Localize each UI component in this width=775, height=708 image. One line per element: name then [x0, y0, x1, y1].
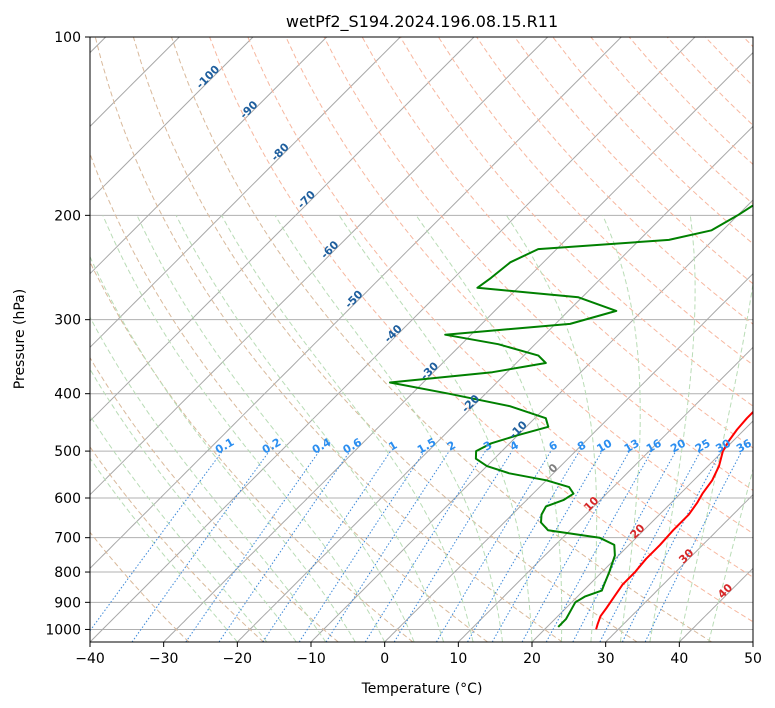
moist-adiabat [90, 255, 356, 642]
moist-adiabat [90, 316, 327, 642]
y-tick-label: 300 [54, 313, 81, 329]
y-tick-label: 700 [54, 531, 81, 547]
mixing-ratio-line [364, 450, 486, 642]
x-tick-label: 50 [744, 651, 762, 667]
x-tick-label: −10 [296, 651, 326, 667]
moist-adiabat [649, 215, 696, 642]
dry-adiabat [90, 446, 264, 642]
moist-adiabat [678, 280, 753, 642]
x-tick-label: −30 [149, 651, 179, 667]
x-axis-title: Temperature (°C) [361, 681, 483, 697]
isotherm-line [163, 51, 753, 642]
dry-adiabat [90, 531, 190, 642]
x-tick-label: 40 [670, 651, 688, 667]
isotherm-line [384, 272, 753, 642]
y-tick-label: 1000 [45, 622, 81, 638]
isotherm-line [90, 37, 475, 422]
y-axis: 100 200 300 400 500 600 700 800 900 1000 [45, 30, 90, 638]
mixing-ratio-line [298, 450, 425, 642]
isotherm-line [678, 567, 753, 642]
x-tick-label: 0 [380, 651, 389, 667]
mixing-ratio-line [572, 450, 677, 642]
profile-line-2 [389, 204, 753, 628]
mixing-ratio-line [185, 450, 320, 642]
mixing-ratio-line [90, 450, 223, 632]
y-tick-label: 200 [54, 208, 81, 224]
isotherm-line [90, 37, 401, 349]
chart-title: wetPf2_S194.2024.196.08.15.R11 [286, 12, 558, 32]
isotherm-line [90, 37, 622, 570]
dry-adiabat [171, 37, 712, 642]
y-tick-label: 600 [54, 491, 81, 507]
y-tick-label: 100 [54, 30, 81, 46]
y-tick-label: 800 [54, 565, 81, 581]
x-tick-label: 10 [449, 651, 467, 667]
plot-frame [89, 36, 754, 643]
moist-adiabat [274, 215, 503, 642]
mixing-ratio-line [262, 450, 392, 642]
mixing-ratio-line [621, 450, 722, 642]
mixing-ratio-line [545, 450, 653, 642]
y-tick-label: 400 [54, 387, 81, 403]
dry-adiabat [90, 260, 414, 642]
dry-adiabat [94, 37, 563, 642]
isotherm-line [531, 420, 753, 642]
moist-adiabat [602, 215, 641, 642]
mixing-ratio-line [521, 450, 630, 642]
dry-adiabat [437, 37, 753, 366]
dry-adiabat [399, 37, 753, 407]
y-tick-label: 900 [54, 595, 81, 611]
x-tick-label: −40 [75, 651, 105, 667]
moist-adiabat [175, 215, 445, 642]
x-tick-label: 20 [523, 651, 541, 667]
mixing-ratio-line [393, 450, 513, 642]
y-tick-label: 500 [54, 444, 81, 460]
moist-adiabat [90, 457, 238, 642]
isotherm-line [236, 125, 753, 642]
moist-adiabat [136, 215, 415, 642]
moist-adiabat [102, 215, 386, 642]
mixing-ratio-line [599, 450, 701, 642]
mixing-ratio-line [218, 450, 351, 642]
dry-adiabat [90, 152, 488, 642]
dry-adiabat [247, 37, 753, 578]
dry-adiabat [90, 356, 339, 642]
x-tick-label: −20 [223, 651, 253, 667]
moist-adiabat [90, 368, 297, 642]
mixing-ratio-line [325, 450, 450, 642]
mixing-ratio-line [435, 450, 552, 642]
moist-adiabat [338, 215, 533, 642]
x-tick-label: 30 [597, 651, 615, 667]
mixing-ratio-line [131, 450, 270, 642]
dry-adiabat [209, 37, 753, 623]
dry-adiabat [514, 37, 753, 285]
isotherm-line [90, 37, 549, 496]
moist-adiabat [505, 215, 598, 642]
background-lines [90, 37, 753, 642]
moist-adiabat [90, 414, 268, 642]
dry-adiabat [323, 37, 753, 491]
x-axis: −40 −30 −20 −10 0 10 20 30 40 50 [75, 642, 762, 667]
moist-adiabat [708, 467, 753, 642]
y-axis-title: Pressure (hPa) [12, 289, 28, 389]
dry-adiabat [132, 37, 638, 642]
dry-adiabat [285, 37, 753, 535]
dry-adiabat [361, 37, 753, 449]
mixing-ratio-line [644, 450, 743, 642]
isotherm-line [457, 346, 753, 642]
moist-adiabat [415, 215, 563, 642]
